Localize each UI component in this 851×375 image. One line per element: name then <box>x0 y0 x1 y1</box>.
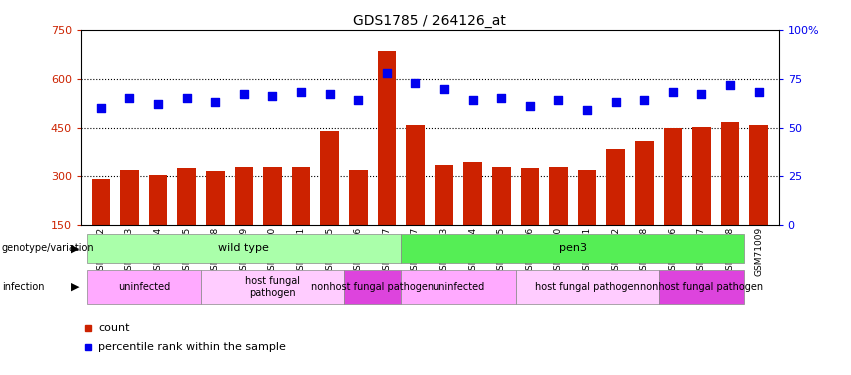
Text: nonhost fungal pathogen: nonhost fungal pathogen <box>311 282 434 292</box>
Bar <box>378 51 397 274</box>
Bar <box>92 178 110 274</box>
Point <box>494 95 508 101</box>
Text: count: count <box>99 322 130 333</box>
Bar <box>263 167 282 274</box>
Point <box>751 89 765 95</box>
Bar <box>344 270 401 304</box>
Bar <box>521 168 540 274</box>
Point <box>694 92 708 98</box>
Point <box>123 95 136 101</box>
Point <box>237 92 251 98</box>
Bar <box>177 168 196 274</box>
Bar <box>692 127 711 274</box>
Point <box>580 107 594 113</box>
Bar <box>320 131 339 274</box>
Point <box>723 82 737 88</box>
Bar <box>664 128 683 274</box>
Text: uninfected: uninfected <box>117 282 170 292</box>
Bar <box>549 167 568 274</box>
Point <box>94 105 108 111</box>
Point <box>294 89 308 95</box>
Text: wild type: wild type <box>219 243 269 254</box>
Point <box>637 97 651 103</box>
Bar <box>492 166 511 274</box>
Bar <box>463 162 482 274</box>
Bar <box>659 270 745 304</box>
Point <box>465 97 479 103</box>
Point <box>437 86 451 92</box>
Point <box>380 70 394 76</box>
Bar <box>406 125 425 274</box>
Point <box>266 93 279 99</box>
Point <box>180 95 193 101</box>
Bar <box>401 270 516 304</box>
Bar <box>578 170 597 274</box>
Text: pen3: pen3 <box>559 243 586 254</box>
Title: GDS1785 / 264126_at: GDS1785 / 264126_at <box>353 13 506 28</box>
Bar <box>206 171 225 274</box>
Bar <box>401 234 745 263</box>
Bar <box>750 125 768 274</box>
Text: percentile rank within the sample: percentile rank within the sample <box>99 342 286 352</box>
Point <box>151 101 165 107</box>
Point <box>208 99 222 105</box>
Point <box>351 97 365 103</box>
Bar <box>292 166 311 274</box>
Text: nonhost fungal pathogen: nonhost fungal pathogen <box>640 282 763 292</box>
Point <box>666 89 680 95</box>
Point <box>523 103 537 109</box>
Text: host fungal
pathogen: host fungal pathogen <box>245 276 300 298</box>
Text: genotype/variation: genotype/variation <box>2 243 94 254</box>
Text: ▶: ▶ <box>71 282 79 292</box>
Text: infection: infection <box>2 282 44 292</box>
Bar <box>87 270 201 304</box>
Text: uninfected: uninfected <box>432 282 484 292</box>
Bar <box>349 170 368 274</box>
Bar <box>635 141 654 274</box>
Bar <box>201 270 344 304</box>
Bar <box>435 165 454 274</box>
Bar <box>235 166 253 274</box>
Point <box>323 92 336 98</box>
Text: host fungal pathogen: host fungal pathogen <box>534 282 639 292</box>
Text: ▶: ▶ <box>71 243 79 254</box>
Bar <box>87 234 401 263</box>
Point <box>608 99 622 105</box>
Point <box>408 80 422 86</box>
Bar <box>120 170 139 274</box>
Bar <box>607 148 625 274</box>
Bar <box>516 270 659 304</box>
Bar <box>721 122 740 274</box>
Point <box>551 97 565 103</box>
Bar <box>149 175 168 274</box>
